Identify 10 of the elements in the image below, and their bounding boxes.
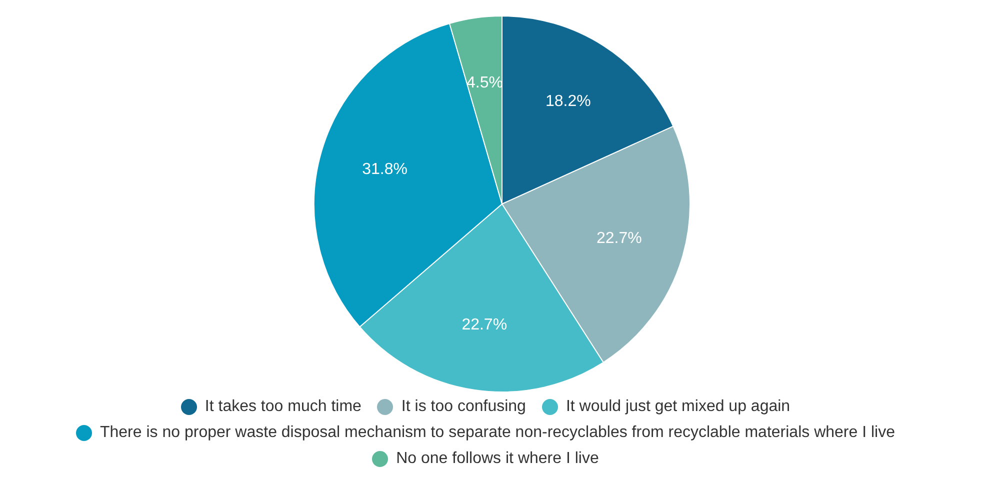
data-label: 22.7% xyxy=(462,316,508,334)
data-label: 22.7% xyxy=(596,230,642,248)
data-label: 4.5% xyxy=(466,74,503,92)
data-label: 31.8% xyxy=(362,160,408,178)
data-label: 18.2% xyxy=(545,92,591,110)
legend-label: There is no proper waste disposal mechanism to separate non-recyclables from recyclable materials where I live xyxy=(100,424,895,441)
legend-label: It would just get mixed up again xyxy=(566,398,790,415)
legend-label: It takes too much time xyxy=(204,398,362,415)
legend-label: No one follows it where I live xyxy=(396,450,599,467)
legend-label: It is too confusing xyxy=(401,398,526,415)
